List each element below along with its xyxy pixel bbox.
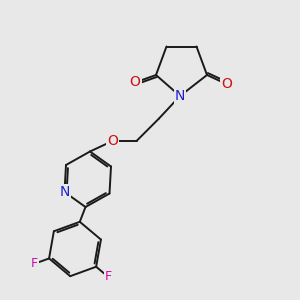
Text: F: F (105, 271, 112, 284)
Text: F: F (31, 257, 38, 270)
Text: O: O (107, 134, 118, 148)
Text: N: N (175, 89, 185, 103)
Text: O: O (221, 77, 232, 91)
Text: O: O (130, 76, 140, 89)
Text: N: N (59, 185, 70, 199)
